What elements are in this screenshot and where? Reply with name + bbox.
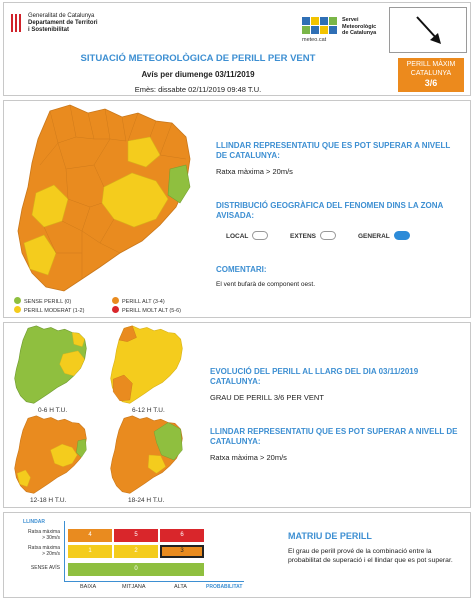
map-region-moderate <box>127 136 161 168</box>
option-local[interactable]: LOCAL <box>226 231 269 240</box>
matrix-row-top-label: Ratxa màxima > 30m/s <box>28 529 60 541</box>
page-title: SITUACIÓ METEOROLÒGICA DE PERILL PER VEN… <box>80 53 316 64</box>
evolution-panel: 0-6 H T.U. 6-12 H T.U. 12-18 H T.U. 18-2… <box>3 322 471 508</box>
smc-mark-icon <box>302 17 337 34</box>
matrix-cell-3-selected: 3 <box>160 545 204 558</box>
mini-map-0-6 <box>14 325 87 404</box>
mini-map-6-12 <box>110 325 183 404</box>
main-map-panel: SENSE PERILL (0) PERILL MODERAT (1-2) PE… <box>3 100 471 318</box>
option-general[interactable]: GENERAL <box>358 231 410 240</box>
matrix-cell-1: 1 <box>68 545 112 558</box>
matrix-col-low: BAIXA <box>80 584 97 590</box>
map-region-moderate <box>23 234 57 276</box>
legend-item-moderate: PERILL MODERAT (1-2) <box>14 306 84 314</box>
toggle-on-icon <box>393 231 410 240</box>
comments-text: El vent bufarà de component oest. <box>216 281 316 288</box>
smc-line-3: de Catalunya <box>342 30 377 36</box>
matrix-cell-0: 0 <box>68 563 204 576</box>
legend-item-very-high: PERILL MOLT ALT (5-6) <box>112 306 181 314</box>
header-panel: Generalitat de Catalunya Departament de … <box>3 2 471 96</box>
badge-line-2: CATALUNYA <box>410 70 452 77</box>
evolution-heading: EVOLUCIÓ DEL PERILL AL LLARG DEL DIA 03/… <box>210 367 419 386</box>
mini-map-12-18 <box>14 415 87 494</box>
smc-line-2: Meteorològic <box>342 23 377 30</box>
mini-label-6-12: 6-12 H T.U. <box>132 407 165 414</box>
matrix-cell-2: 2 <box>114 545 158 558</box>
comments-heading: COMENTARI: <box>216 265 267 274</box>
evolution-threshold-value: Ratxa màxima > 20m/s <box>210 453 287 462</box>
matrix-x-axis <box>64 581 244 582</box>
legend-dot-icon <box>14 297 21 304</box>
badge-line-1: PERILL MÀXIM <box>406 61 456 68</box>
matrix-col-mid: MITJANA <box>122 584 146 590</box>
matrix-panel: LLINDAR Ratxa màxima > 30m/s Ratxa màxim… <box>3 512 471 598</box>
threshold-heading: LLINDAR REPRESENTATIU QUE ES POT SUPERAR… <box>216 141 451 160</box>
map-region-moderate <box>101 172 169 228</box>
matrix-cell-6: 6 <box>160 529 204 542</box>
distribution-heading: DISTRIBUCIÓ GEOGRÀFICA DEL FENOMEN DINS … <box>216 201 443 220</box>
gen-line-2: Departament de Territori <box>28 20 98 26</box>
evolution-threshold-heading: LLINDAR REPRESENTATIU QUE ES POT SUPERAR… <box>210 427 458 446</box>
legend-dot-icon <box>112 306 119 313</box>
warning-date: Avís per diumenge 03/11/2019 <box>141 70 255 79</box>
matrix-x-title: PROBABILITAT <box>206 584 243 590</box>
catalonia-danger-map <box>17 104 191 292</box>
option-extens[interactable]: EXTENS <box>290 231 337 240</box>
gen-line-3: i Sostenibilitat <box>28 27 70 33</box>
mini-label-18-24: 18-24 H T.U. <box>128 497 165 504</box>
legend-dot-icon <box>14 306 21 313</box>
smc-line-1: Servei <box>342 17 359 23</box>
distribution-options: LOCAL EXTENS GENERAL <box>226 231 466 245</box>
badge-level: 3/6 <box>424 78 438 88</box>
mini-label-12-18: 12-18 H T.U. <box>30 497 67 504</box>
danger-matrix: LLINDAR Ratxa màxima > 30m/s Ratxa màxim… <box>8 517 248 593</box>
matrix-description: El grau de perill prové de la combinació… <box>288 548 453 564</box>
wind-direction-box <box>389 7 467 53</box>
smc-url: meteo.cat <box>302 37 327 43</box>
senyera-icon <box>10 14 24 32</box>
legend-item-none: SENSE PERILL (0) <box>14 297 71 305</box>
matrix-row-mid-label: Ratxa màxima > 20m/s <box>28 545 60 557</box>
matrix-cell-5: 5 <box>114 529 158 542</box>
mini-label-0-6: 0-6 H T.U. <box>38 407 68 414</box>
evolution-value: GRAU DE PERILL 3/6 PER VENT <box>210 393 324 402</box>
legend-item-high: PERILL ALT (3-4) <box>112 297 165 305</box>
matrix-y-axis <box>64 521 65 581</box>
threshold-value: Ratxa màxima > 20m/s <box>216 167 293 176</box>
toggle-icon <box>320 231 337 240</box>
map-region-none <box>167 164 191 204</box>
matrix-row-bottom-label: SENSE AVÍS <box>30 565 60 571</box>
matrix-heading: MATRIU DE PERILL <box>288 531 372 541</box>
legend-dot-icon <box>112 297 119 304</box>
toggle-icon <box>252 231 269 240</box>
matrix-cell-4: 4 <box>68 529 112 542</box>
issued-time: Emès: dissabte 02/11/2019 09:48 T.U. <box>134 85 262 94</box>
gen-line-1: Generalitat de Catalunya <box>28 13 95 19</box>
matrix-y-title: LLINDAR <box>23 519 45 525</box>
matrix-col-high: ALTA <box>174 584 187 590</box>
smc-logo: meteo.cat Servei Meteorològic de Catalun… <box>302 15 394 45</box>
mini-map-18-24 <box>110 415 183 494</box>
wind-direction-arrow-icon <box>416 16 441 44</box>
max-danger-badge: PERILL MÀXIM CATALUNYA 3/6 <box>398 58 464 92</box>
